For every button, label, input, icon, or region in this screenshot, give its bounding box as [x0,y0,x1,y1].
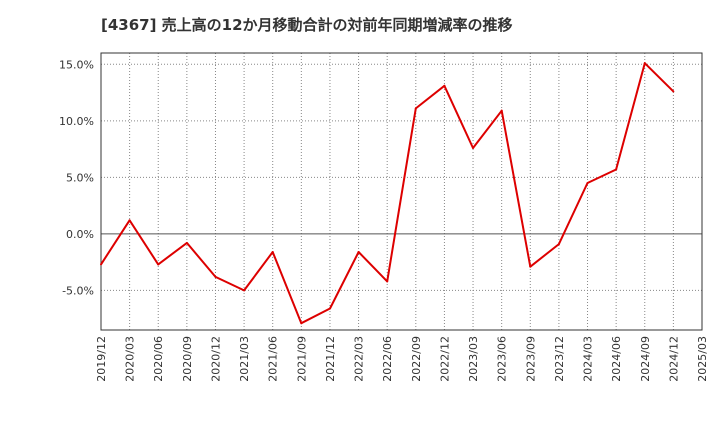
x-tick-label: 2020/06 [152,336,165,382]
data-point [500,109,503,112]
data-point [357,250,360,253]
data-point [386,280,389,283]
data-point [586,182,589,185]
x-tick-label: 2025/03 [696,336,709,382]
x-tick-label: 2023/06 [496,336,509,382]
data-point [672,90,675,93]
x-tick-label: 2024/09 [639,336,652,382]
x-tick-label: 2023/03 [467,336,480,382]
y-axis-ticks: -5.0% 0.0% 5.0% 10.0% 15.0% [59,58,94,297]
data-point [214,275,217,278]
grid [101,53,702,330]
data-point [472,146,475,149]
x-tick-label: 2020/12 [209,336,222,382]
x-tick-label: 2019/12 [95,336,108,382]
data-point [643,62,646,65]
x-tick-label: 2020/09 [181,336,194,382]
y-tick-label: 0.0% [66,228,94,241]
data-point [328,307,331,310]
x-tick-label: 2022/12 [438,336,451,382]
x-axis-ticks: 2019/12 2020/03 2020/06 2020/09 2020/12 2021/… [95,336,709,382]
y-tick-label: 15.0% [59,58,94,71]
data-point [157,263,160,266]
data-point [100,263,102,266]
x-tick-label: 2023/12 [553,336,566,382]
x-tick-label: 2024/03 [582,336,595,382]
data-point [414,107,417,110]
data-point [271,250,274,253]
x-tick-label: 2021/12 [324,336,337,382]
data-point [128,219,131,222]
x-tick-label: 2024/06 [610,336,623,382]
y-tick-label: 5.0% [66,171,94,184]
x-tick-label: 2022/03 [353,336,366,382]
data-point [529,265,532,268]
x-tick-label: 2024/12 [667,336,680,382]
data-point [557,243,560,246]
data-point [243,289,246,292]
x-tick-label: 2021/03 [238,336,251,382]
x-tick-label: 2021/09 [295,336,308,382]
plot-border [100,52,703,331]
data-point [615,168,618,171]
y-tick-label: 10.0% [59,115,94,128]
series-layer [100,62,675,325]
x-tick-label: 2022/09 [410,336,423,382]
y-tick-label: -5.0% [62,284,94,297]
data-point [443,84,446,87]
x-tick-label: 2023/09 [524,336,537,382]
x-tick-label: 2021/06 [267,336,280,382]
x-tick-label: 2022/06 [381,336,394,382]
x-tick-label: 2020/03 [124,336,137,382]
data-point [300,322,303,325]
data-point [185,241,188,244]
chart-title: [4367] 売上高の12か月移動合計の対前年同期増減率の推移 [101,16,513,34]
